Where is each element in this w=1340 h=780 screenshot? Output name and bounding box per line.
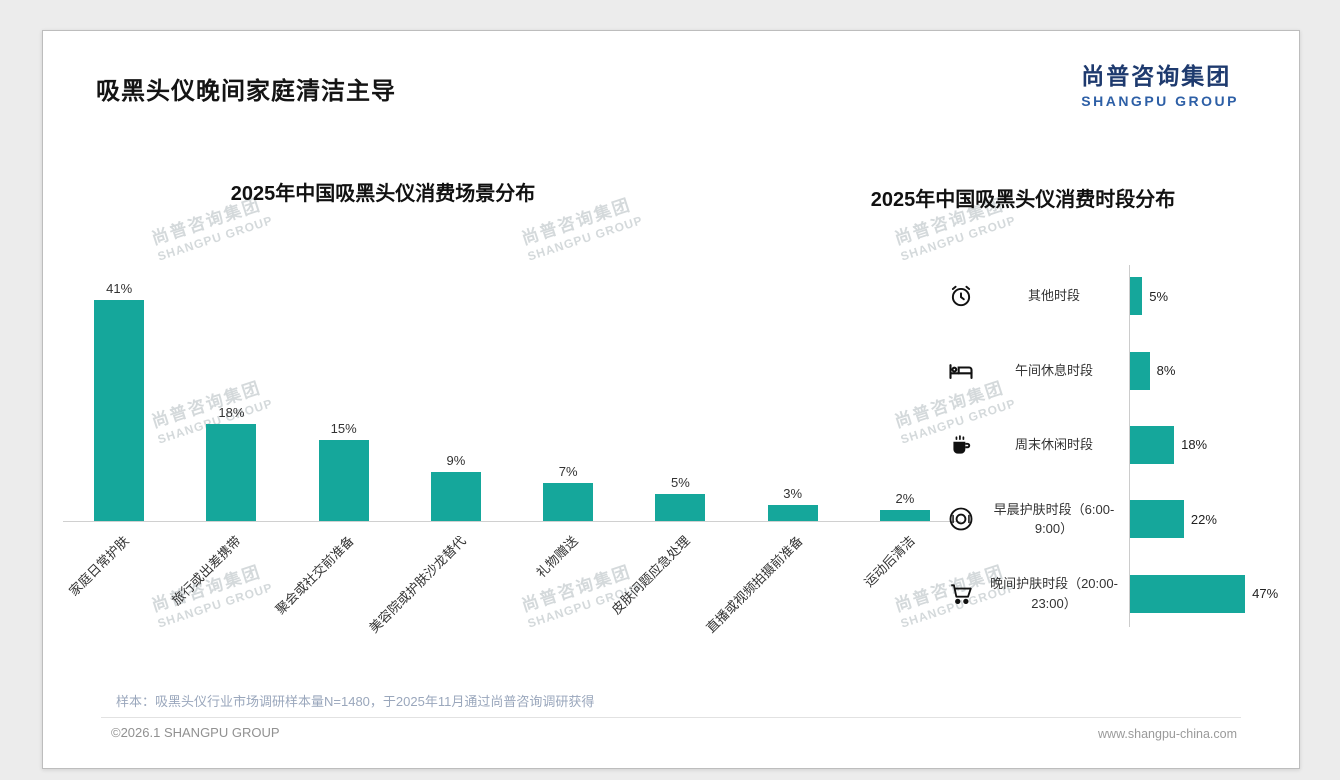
bar [1130, 574, 1246, 613]
bar-value-label: 41% [106, 280, 133, 296]
scenario-chart-title: 2025年中国吸黑头仪消费场景分布 [230, 183, 536, 205]
bar-value-label: 5% [670, 475, 690, 490]
x-axis-category-label: 家庭日常护肤 [66, 533, 132, 599]
sample-note: 样本：吸黑头仪行业市场调研样本量N=1480，于2025年11月通过尚普咨询调研… [116, 694, 595, 709]
bar-value-label: 18% [1181, 437, 1208, 453]
time-bar-chart: 其他时段 5% 午间休息时段 8% 周末休闲时段 18% 早晨护肤时段（6:00-9:00）… [939, 259, 1299, 631]
bar-group: 3% 直播或视频拍摄前准备 [703, 249, 849, 636]
x-axis-category-label: 直播或视频拍摄前准备 [702, 533, 806, 636]
bar-value-label: 18% [218, 404, 245, 420]
y-axis-line [1129, 265, 1130, 627]
footer-divider [101, 717, 1241, 718]
bar-track: 22% [1130, 500, 1299, 539]
bar [318, 440, 369, 521]
bar-group: 9% 美容院或护肤沙龙替代 [366, 249, 512, 636]
bar [1130, 500, 1184, 539]
y-axis-category-label: 晚间护肤时段（20:00-23:00） [990, 576, 1118, 611]
bar [206, 423, 257, 521]
logo-en-text: SHANGPU GROUP [1081, 93, 1239, 109]
y-axis-category-label: 其他时段 [1027, 288, 1080, 304]
shopping-cart-icon [939, 581, 983, 607]
bar-track: 8% [1130, 351, 1299, 390]
bar-track: 5% [1130, 277, 1299, 316]
slide: 尚普咨询集团 SHANGPU GROUP 尚普咨询集团 SHANGPU GROUP 尚普… [42, 30, 1300, 769]
bar-value-label: 22% [1190, 511, 1217, 527]
bar [543, 483, 594, 521]
y-axis-category-label: 午间休息时段 [1014, 362, 1093, 378]
y-axis-category-label: 早晨护肤时段（6:00-9:00） [993, 501, 1115, 537]
time-chart-title: 2025年中国吸黑头仪消费时段分布 [870, 189, 1176, 211]
page-title: 吸黑头仪晚间家庭清洁主导 [96, 78, 396, 105]
bar-group: 7% 礼物赠送 [512, 249, 624, 581]
bar-group: 2% 运动后清洁 [849, 249, 961, 590]
bar-value-label: 5% [1149, 288, 1169, 304]
bar [1130, 425, 1175, 464]
bar-value-label: 9% [446, 453, 466, 469]
x-axis-category-label: 旅行或出差携带 [169, 533, 245, 609]
coffee-icon [939, 432, 983, 458]
bar [879, 510, 930, 521]
logo-cn-text: 尚普咨询集团 [1081, 63, 1232, 89]
bar [430, 472, 481, 521]
bar-value-label: 47% [1252, 586, 1279, 602]
x-axis-category-label: 皮肤问题应急处理 [608, 533, 694, 618]
bar [1130, 351, 1150, 390]
bar-value-label: 3% [783, 485, 803, 501]
logo: 尚普咨询集团 SHANGPU GROUP [1081, 57, 1239, 109]
bar-group: 41% 家庭日常护肤 [63, 249, 175, 599]
alarm-clock-icon [939, 283, 983, 309]
bar-track: 18% [1130, 425, 1299, 464]
bar-row: 其他时段 5% [939, 259, 1299, 333]
bar-track: 47% [1130, 574, 1299, 613]
bar-row: 午间休息时段 8% [939, 333, 1299, 407]
dining-plate-icon [939, 505, 983, 533]
bar [767, 504, 818, 521]
bar [94, 299, 145, 521]
x-axis-category-label: 美容院或护肤沙龙替代 [366, 533, 469, 636]
bar [1130, 277, 1143, 316]
x-axis-category-label: 运动后清洁 [861, 533, 918, 590]
bar-group: 15% 聚会或社交前准备 [272, 249, 400, 617]
bar-row: 晚间护肤时段（20:00-23:00） 47% [939, 557, 1299, 631]
x-axis-category-label: 礼物赠送 [533, 533, 581, 581]
bar [655, 494, 706, 521]
bar-value-label: 7% [558, 464, 578, 480]
y-axis-category-label: 周末休闲时段 [1014, 437, 1093, 453]
bar-value-label: 2% [895, 491, 915, 507]
bar-value-label: 8% [1156, 363, 1176, 379]
bed-icon [939, 357, 983, 385]
website-url: www.shangpu-china.com [1098, 727, 1237, 741]
bar-row: 早晨护肤时段（6:00-9:00） 22% [939, 482, 1299, 556]
bar-value-label: 15% [330, 421, 357, 436]
copyright-text: ©2026.1 SHANGPU GROUP [111, 725, 280, 740]
bar-group: 18% 旅行或出差携带 [169, 249, 287, 608]
bar-group: 5% 皮肤问题应急处理 [609, 249, 736, 617]
x-axis-category-label: 聚会或社交前准备 [272, 533, 357, 618]
scenario-bar-chart: 41% 家庭日常护肤 18% 旅行或出差携带 15% 聚会或社交前准备 9% 美容院或护肤沙龙… [63, 249, 961, 636]
bar-row: 周末休闲时段 18% [939, 408, 1299, 482]
